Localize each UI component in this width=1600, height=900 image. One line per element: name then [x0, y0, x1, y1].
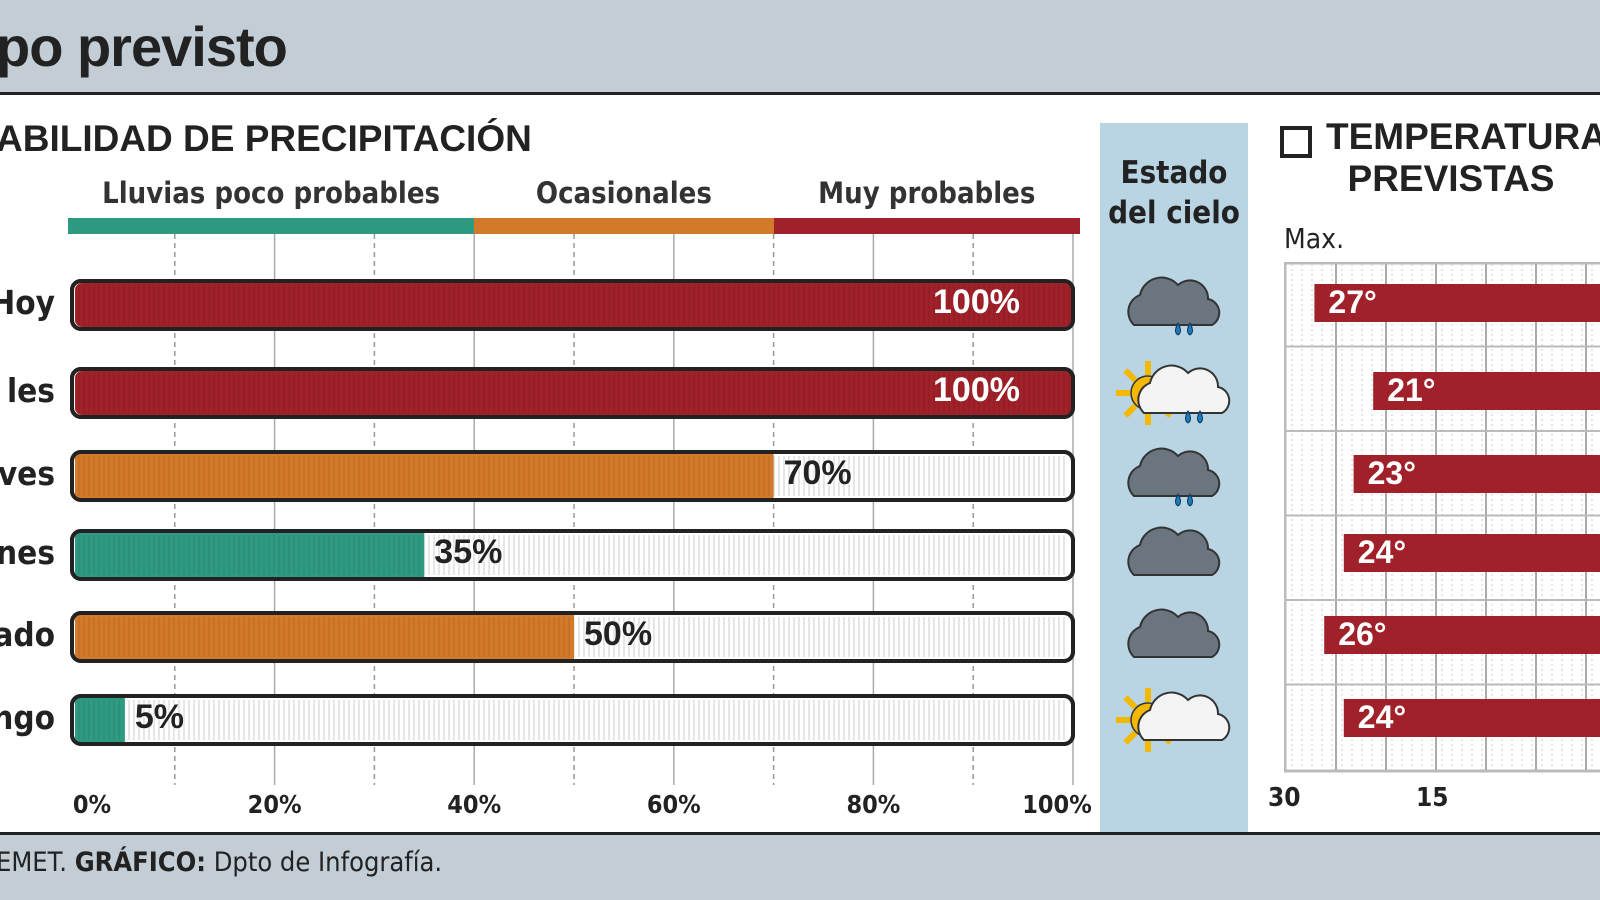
- graphic-label: GRÁFICO:: [74, 847, 206, 878]
- bar-value-label: 100%: [933, 283, 1020, 321]
- footer-band: EMET. GRÁFICO: Dpto de Infografía.: [0, 832, 1600, 900]
- bar-value-label: 70%: [783, 454, 852, 492]
- band-label: Muy probables: [818, 176, 1036, 210]
- bar-texture: [78, 700, 120, 740]
- x-tick-label: 0%: [72, 790, 112, 819]
- cloud-icon: [1127, 608, 1221, 658]
- band-label: Lluvias poco probables: [102, 176, 441, 210]
- temp-value-label: 24°: [1357, 534, 1407, 570]
- precipitation-title: ABILIDAD DE PRECIPITACIÓN: [0, 118, 532, 159]
- day-label: Hoy: [0, 283, 55, 322]
- x-tick-label: 100%: [1022, 790, 1092, 819]
- bar-texture: [78, 617, 570, 657]
- precip-bar: [75, 454, 774, 498]
- band-strip: [68, 218, 475, 234]
- bar-texture: [78, 456, 770, 496]
- cloud-rain-icon: [1127, 276, 1221, 336]
- temp-bar: [1343, 534, 1600, 572]
- precip-bar: [75, 371, 1073, 415]
- bar-value-label: 50%: [584, 615, 653, 653]
- bar-texture: [78, 535, 420, 575]
- day-label: ngo: [0, 698, 55, 737]
- day-label: les: [7, 371, 55, 410]
- checkbox-icon: [1280, 126, 1312, 158]
- sky-state-title: Estado del cielo: [1108, 155, 1240, 231]
- temp-value-label: 27°: [1328, 284, 1377, 320]
- precip-bar: [75, 533, 425, 577]
- header-band: po previsto: [0, 0, 1600, 95]
- temperature-subtitle: Max.: [1284, 222, 1345, 255]
- temp-bar: [1314, 284, 1600, 322]
- temp-value-label: 23°: [1367, 455, 1416, 491]
- temp-value-label: 24°: [1357, 699, 1407, 735]
- precip-bar: [75, 283, 1073, 327]
- day-label: ves: [0, 454, 55, 493]
- precip-bar: [75, 698, 125, 742]
- temperature-title: TEMPERATURAS PREVISTAS: [1280, 116, 1600, 200]
- x-tick-label: 80%: [846, 790, 901, 819]
- x-tick-label: 15: [1416, 783, 1449, 813]
- precip-bar: [75, 615, 574, 659]
- temp-bar: [1343, 699, 1600, 737]
- sun-cloud-icon: [1116, 688, 1231, 752]
- bar-outline: [70, 279, 1075, 331]
- page-title: po previsto: [0, 15, 288, 78]
- bar-value-label: 5%: [134, 698, 185, 736]
- cloud-rain-icon: [1127, 447, 1221, 507]
- x-tick-label: 30: [1268, 783, 1301, 813]
- credits: EMET. GRÁFICO: Dpto de Infografía.: [0, 847, 442, 878]
- temperature-chart: [1284, 262, 1600, 773]
- day-label: ado: [0, 615, 55, 654]
- bar-outline: [70, 694, 1075, 746]
- temp-bar: [1373, 372, 1600, 410]
- cloud-icon: [1127, 526, 1221, 576]
- sun-cloud-rain-icon: [1116, 361, 1231, 425]
- temp-grid-frame: [1284, 262, 1600, 773]
- temp-value-label: 21°: [1387, 372, 1436, 408]
- precipitation-chart: [70, 234, 1075, 785]
- source-text: EMET.: [0, 847, 67, 878]
- bar-outline: [70, 529, 1075, 581]
- sky-icons: [1116, 276, 1231, 752]
- bar-outline: [70, 611, 1075, 663]
- bar-value-label: 35%: [434, 533, 503, 571]
- x-tick-label: 60%: [646, 790, 701, 819]
- temperature-title-text: TEMPERATURAS PREVISTAS: [1326, 116, 1600, 199]
- bar-track: [70, 694, 1075, 746]
- band-strip: [474, 218, 774, 234]
- day-label: nes: [0, 533, 55, 572]
- bar-outline: [70, 367, 1075, 419]
- bar-texture: [78, 285, 1070, 325]
- bar-texture: [78, 373, 1070, 413]
- bar-value-label: 100%: [933, 371, 1020, 409]
- bar-outline: [70, 450, 1075, 502]
- graphic-value: Dpto de Infografía.: [213, 847, 443, 878]
- x-tick-label: 20%: [247, 790, 302, 819]
- temp-value-label: 26°: [1338, 616, 1387, 652]
- temp-bar: [1324, 616, 1600, 654]
- temp-bar: [1353, 455, 1600, 493]
- band-strip: [773, 218, 1080, 234]
- band-label: Ocasionales: [535, 176, 712, 210]
- x-tick-label: 40%: [447, 790, 502, 819]
